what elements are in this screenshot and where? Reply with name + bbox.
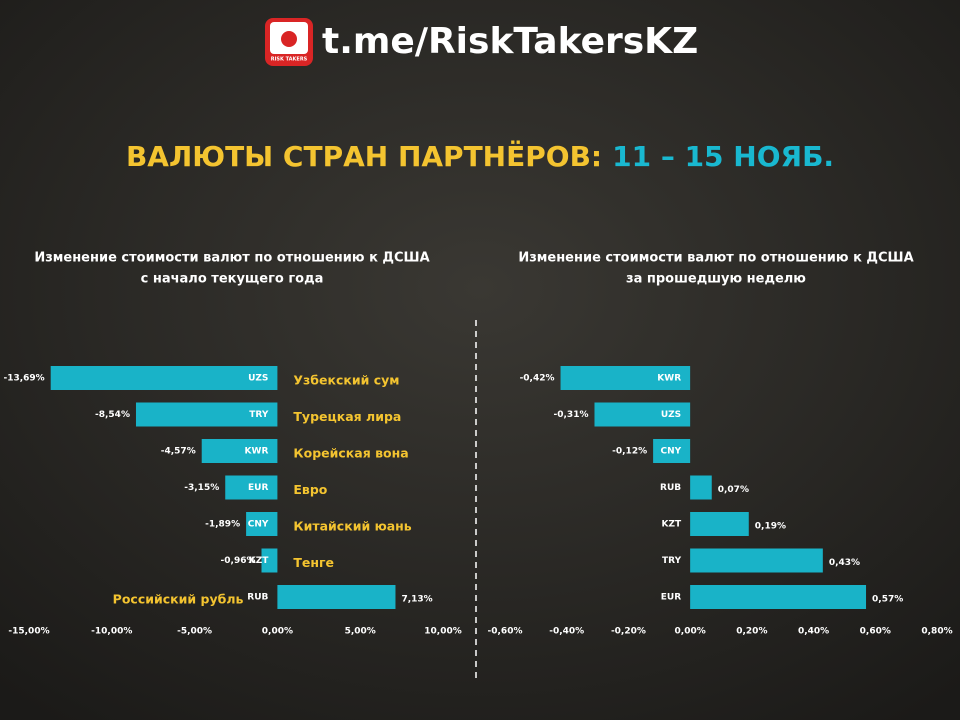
- bar: [277, 585, 396, 609]
- chart-title: за прошедшую неделю: [626, 272, 806, 287]
- currency-name: Корейская вона: [293, 446, 408, 461]
- logo-bomb: [281, 31, 297, 47]
- x-tick-label: 0,00%: [262, 627, 293, 637]
- value-label: -0,12%: [612, 447, 647, 457]
- value-label: -8,54%: [95, 410, 130, 420]
- currency-name: Евро: [293, 482, 327, 497]
- x-tick-label: 0,40%: [798, 627, 829, 637]
- x-tick-label: 0,20%: [736, 627, 767, 637]
- value-label: 0,19%: [755, 522, 786, 532]
- channel-link[interactable]: t.me/RiskTakersKZ: [322, 21, 698, 62]
- bar: [690, 512, 749, 536]
- x-tick-label: -10,00%: [91, 627, 132, 637]
- bar: [201, 439, 278, 463]
- page-title: ВАЛЮТЫ СТРАН ПАРТНЁРОВ: 11 – 15 НОЯБ.: [126, 139, 834, 173]
- category-label: RUB: [660, 483, 681, 493]
- category-label: KWR: [245, 447, 269, 457]
- title-main: ВАЛЮТЫ СТРАН ПАРТНЁРОВ:: [126, 139, 602, 173]
- bar: [690, 548, 823, 573]
- x-tick-label: 10,00%: [424, 627, 462, 637]
- category-label: KZT: [662, 520, 683, 530]
- logo-text: RISK TAKERS: [271, 57, 308, 63]
- currency-name: Тенге: [293, 555, 334, 570]
- bar: [50, 366, 278, 390]
- category-label: EUR: [248, 483, 268, 493]
- x-tick-label: -15,00%: [8, 627, 49, 637]
- x-tick-label: -0,40%: [549, 627, 584, 637]
- value-label: -1,89%: [205, 520, 240, 530]
- title-dates: 11 – 15 НОЯБ.: [612, 140, 834, 173]
- value-label: 7,13%: [401, 595, 432, 605]
- value-label: 0,43%: [829, 558, 860, 568]
- category-label: CNY: [660, 447, 681, 457]
- channel-link-text[interactable]: t.me/RiskTakersKZ: [322, 21, 698, 62]
- x-tick-label: 0,60%: [860, 627, 891, 637]
- chart-title: с начало текущего года: [141, 272, 324, 287]
- bar: [246, 512, 278, 536]
- value-label: -0,42%: [520, 374, 555, 384]
- category-label: CNY: [248, 520, 269, 530]
- category-label: KWR: [657, 374, 681, 384]
- currency-name: Узбекский сум: [293, 373, 399, 388]
- value-label: -4,57%: [161, 447, 196, 457]
- bar: [261, 548, 278, 573]
- value-label: -0,31%: [554, 410, 589, 420]
- category-label: TRY: [249, 410, 269, 420]
- x-tick-label: 0,80%: [921, 627, 952, 637]
- bar: [690, 585, 867, 609]
- bar: [135, 402, 278, 427]
- currency-name: Турецкая лира: [293, 409, 401, 424]
- category-label: EUR: [661, 593, 681, 603]
- value-label: -0,96%: [221, 556, 256, 566]
- bar: [225, 475, 278, 500]
- category-label: RUB: [247, 593, 268, 603]
- x-tick-label: -0,20%: [611, 627, 646, 637]
- chart-title: Изменение стоимости валют по отношению к…: [518, 251, 913, 266]
- currency-name: Российский рубль: [113, 592, 244, 607]
- chart-title: Изменение стоимости валют по отношению к…: [34, 251, 429, 266]
- bar: [653, 439, 691, 463]
- category-label: KZT: [249, 556, 270, 566]
- bar: [560, 366, 691, 390]
- bar: [594, 402, 691, 427]
- x-tick-label: -5,00%: [177, 627, 212, 637]
- bar: [690, 475, 712, 500]
- currency-name: Китайский юань: [293, 519, 411, 534]
- value-label: 0,57%: [872, 595, 903, 605]
- value-label: 0,07%: [718, 485, 749, 495]
- category-label: TRY: [662, 556, 682, 566]
- x-tick-label: 0,00%: [675, 627, 706, 637]
- x-tick-label: 5,00%: [345, 627, 376, 637]
- value-label: -3,15%: [184, 483, 219, 493]
- category-label: UZS: [661, 410, 681, 420]
- category-label: UZS: [248, 374, 268, 384]
- value-label: -13,69%: [3, 374, 44, 384]
- x-tick-label: -0,60%: [488, 627, 523, 637]
